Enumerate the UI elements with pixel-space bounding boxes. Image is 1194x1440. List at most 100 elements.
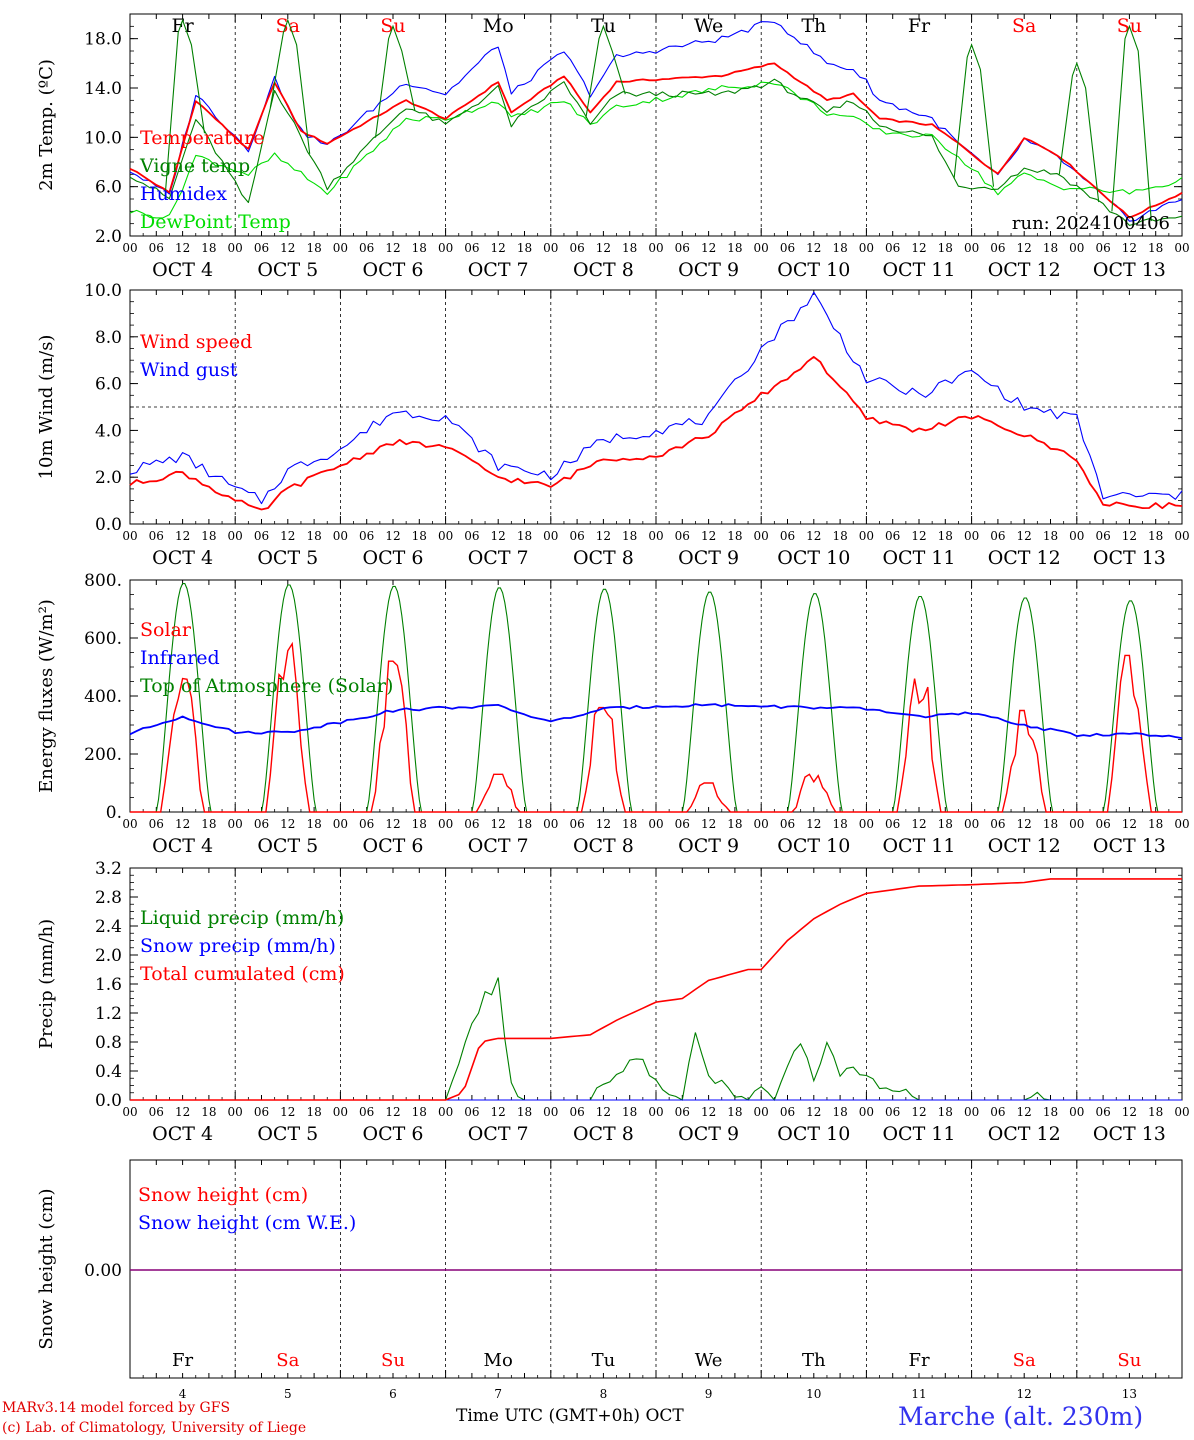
x-tick-label: 00 <box>438 1105 453 1119</box>
x-tick-label: 00 <box>543 1105 558 1119</box>
series-wind-speed <box>129 356 1183 511</box>
y-tick-label: 2.0 <box>95 227 122 247</box>
weekday-label: Sa <box>276 1350 299 1371</box>
x-tick-label: 12 <box>280 817 295 831</box>
weekday-label: Mo <box>483 15 514 37</box>
x-tick-label: 06 <box>675 817 690 831</box>
y-tick-label: 3.2 <box>95 859 122 879</box>
x-tick-label: 00 <box>859 1105 874 1119</box>
y-tick-label: 0.0 <box>95 1091 122 1111</box>
date-label: OCT 9 <box>678 1123 739 1145</box>
x-tick-label: 18 <box>938 1105 953 1119</box>
weekday-label: Fr <box>171 15 194 37</box>
x-tick-label: 00 <box>754 241 769 255</box>
legend-entry-temperature: Temperature <box>140 127 264 149</box>
x-tick-label: 06 <box>254 817 269 831</box>
x-tick-label: 06 <box>990 1105 1005 1119</box>
x-tick-label: 00 <box>333 1105 348 1119</box>
x-tick-label: 06 <box>254 241 269 255</box>
weekday-label: Th <box>801 15 826 37</box>
x-tick-label: 00 <box>648 241 663 255</box>
legend-entry-dewpoint-temp: DewPoint Temp <box>140 211 291 233</box>
series-vigne-temp <box>129 78 1183 226</box>
vigne-temp-spike <box>953 43 995 187</box>
x-tick-label: 12 <box>806 529 821 543</box>
x-tick-label: 06 <box>675 241 690 255</box>
x-tick-label: 18 <box>1043 529 1058 543</box>
x-tick-label: 12 <box>911 241 926 255</box>
x-tick-label: 12 <box>701 817 716 831</box>
date-label: OCT 7 <box>468 1123 529 1145</box>
legend-entry-snow-height-cm-w-e-: Snow height (cm W.E.) <box>138 1212 356 1234</box>
x-tick-label: 00 <box>438 817 453 831</box>
legend-entry-infrared: Infrared <box>140 647 220 669</box>
x-tick-label: 00 <box>964 1105 979 1119</box>
x-tick-label: 00 <box>1174 241 1189 255</box>
x-tick-label: 18 <box>832 817 847 831</box>
run-annotation: run: 2024100406 <box>1012 213 1170 234</box>
series-total-cumulated-cm- <box>130 878 1182 1101</box>
date-label: OCT 11 <box>882 547 955 569</box>
x-tick-label: 00 <box>122 241 137 255</box>
date-label: OCT 12 <box>988 835 1061 857</box>
x-tick-label: 18 <box>622 1105 637 1119</box>
date-label: OCT 6 <box>363 259 424 281</box>
x-tick-label: 18 <box>412 241 427 255</box>
x-tick-label: 06 <box>675 1105 690 1119</box>
x-tick-label: 12 <box>280 529 295 543</box>
date-label: OCT 11 <box>882 835 955 857</box>
series-wind-gust <box>129 291 1183 505</box>
day-number-label: 5 <box>284 1387 292 1401</box>
y-tick-label: 18.0 <box>84 30 122 50</box>
date-label: OCT 7 <box>468 547 529 569</box>
vigne-temp-spike <box>585 24 626 118</box>
x-tick-label: 12 <box>385 817 400 831</box>
x-tick-label: 06 <box>569 241 584 255</box>
date-label: OCT 5 <box>257 547 318 569</box>
station-name: Marche (alt. 230m) <box>898 1402 1144 1431</box>
x-tick-label: 18 <box>412 817 427 831</box>
x-tick-label: 00 <box>754 817 769 831</box>
x-tick-label: 06 <box>885 1105 900 1119</box>
x-tick-label: 00 <box>859 817 874 831</box>
x-tick-label: 12 <box>596 1105 611 1119</box>
x-tick-label: 06 <box>149 529 164 543</box>
y-tick-label: 0. <box>106 803 122 823</box>
x-tick-label: 06 <box>780 529 795 543</box>
weekday-label: Fr <box>908 15 931 37</box>
legend-entry-vigne-temp: Vigne temp <box>139 155 250 177</box>
date-label: OCT 11 <box>882 1123 955 1145</box>
x-tick-label: 00 <box>228 241 243 255</box>
x-tick-label: 12 <box>491 529 506 543</box>
x-tick-label: 00 <box>122 529 137 543</box>
date-label: OCT 10 <box>777 547 850 569</box>
x-tick-label: 00 <box>438 529 453 543</box>
x-tick-label: 18 <box>412 1105 427 1119</box>
y-tick-label: 1.2 <box>95 1004 122 1024</box>
legend-entry-solar: Solar <box>140 619 192 641</box>
x-tick-label: 18 <box>1043 241 1058 255</box>
date-label: OCT 12 <box>988 1123 1061 1145</box>
x-tick-label: 00 <box>648 817 663 831</box>
y-tick-label: 10.0 <box>84 281 122 301</box>
date-label: OCT 12 <box>988 259 1061 281</box>
y-tick-label: 6.0 <box>95 178 122 198</box>
x-tick-label: 06 <box>1095 241 1110 255</box>
x-tick-label: 12 <box>1122 529 1137 543</box>
legend-entry-total-cumulated-cm-: Total cumulated (cm) <box>140 963 345 985</box>
x-tick-label: 06 <box>254 1105 269 1119</box>
x-tick-label: 12 <box>175 241 190 255</box>
x-tick-label: 06 <box>780 1105 795 1119</box>
model-credit: MARv3.14 model forced by GFS <box>2 1400 231 1416</box>
x-tick-label: 06 <box>1095 817 1110 831</box>
x-tick-label: 00 <box>333 817 348 831</box>
weekday-label: Tu <box>592 1350 616 1371</box>
x-tick-label: 18 <box>727 817 742 831</box>
weekday-label: Fr <box>172 1350 193 1371</box>
y-tick-label: 0.4 <box>95 1062 122 1082</box>
series-dewpoint-temp <box>129 81 1183 219</box>
x-tick-label: 06 <box>780 817 795 831</box>
x-tick-label: 00 <box>1174 529 1189 543</box>
x-tick-label: 00 <box>228 1105 243 1119</box>
